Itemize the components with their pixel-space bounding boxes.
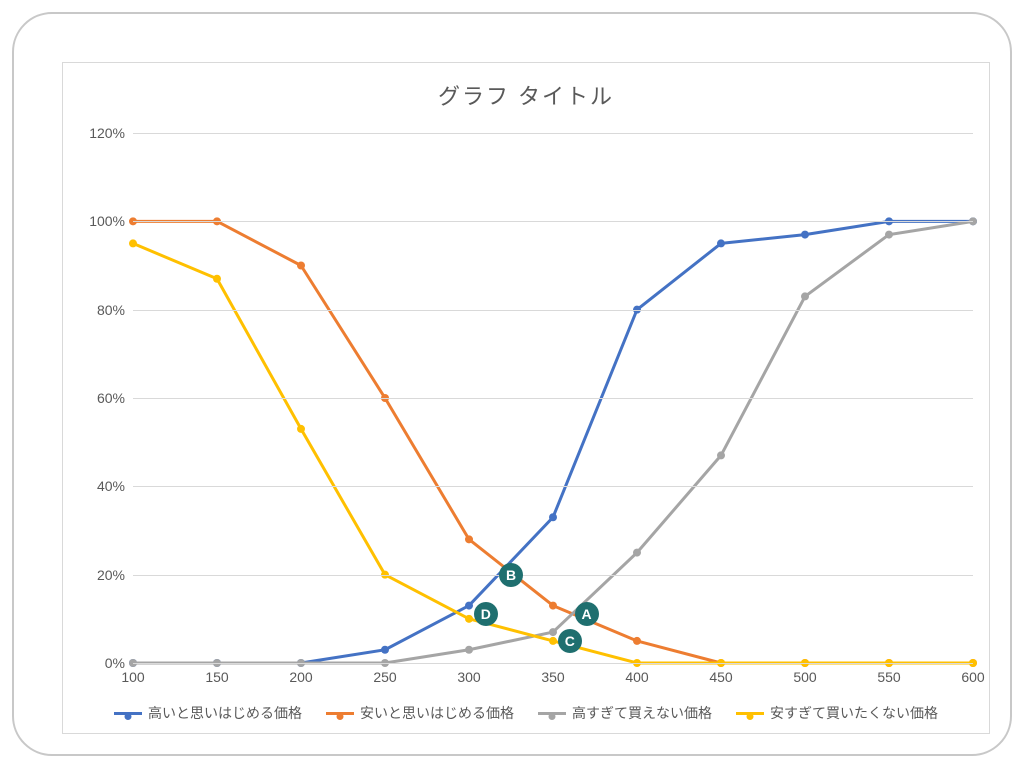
gridline — [133, 133, 973, 134]
series-marker-too_expensive — [633, 549, 641, 557]
series-marker-cheap_start — [465, 535, 473, 543]
gridline — [133, 663, 973, 664]
y-tick-label: 80% — [97, 302, 125, 318]
gridline — [133, 310, 973, 311]
x-tick-label: 150 — [205, 669, 228, 685]
y-tick-label: 120% — [89, 125, 125, 141]
annotation-A: A — [575, 602, 599, 626]
legend-swatch — [736, 712, 764, 715]
x-tick-label: 100 — [121, 669, 144, 685]
series-marker-too_expensive — [717, 451, 725, 459]
x-tick-label: 300 — [457, 669, 480, 685]
series-marker-expensive_start — [717, 239, 725, 247]
x-tick-label: 450 — [709, 669, 732, 685]
series-marker-expensive_start — [801, 231, 809, 239]
x-tick-label: 400 — [625, 669, 648, 685]
series-marker-too_expensive — [465, 646, 473, 654]
series-line-too_cheap — [133, 243, 973, 663]
series-marker-cheap_start — [549, 602, 557, 610]
annotation-C: C — [558, 629, 582, 653]
y-tick-label: 60% — [97, 390, 125, 406]
x-tick-label: 350 — [541, 669, 564, 685]
series-marker-too_cheap — [549, 637, 557, 645]
legend-item-expensive_start: 高いと思いはじめる価格 — [114, 703, 302, 723]
series-marker-expensive_start — [465, 602, 473, 610]
series-marker-too_cheap — [129, 239, 137, 247]
y-tick-label: 20% — [97, 567, 125, 583]
annotation-D: D — [474, 602, 498, 626]
legend-item-too_cheap: 安すぎて買いたくない価格 — [736, 703, 938, 723]
x-tick-label: 250 — [373, 669, 396, 685]
legend-swatch — [114, 712, 142, 715]
annotation-B: B — [499, 563, 523, 587]
series-line-cheap_start — [133, 221, 973, 663]
series-marker-cheap_start — [633, 637, 641, 645]
x-tick-label: 500 — [793, 669, 816, 685]
gridline — [133, 486, 973, 487]
series-marker-expensive_start — [381, 646, 389, 654]
y-tick-label: 40% — [97, 478, 125, 494]
legend-item-cheap_start: 安いと思いはじめる価格 — [326, 703, 514, 723]
legend-swatch — [326, 712, 354, 715]
gridline — [133, 575, 973, 576]
gridline — [133, 221, 973, 222]
series-marker-too_expensive — [885, 231, 893, 239]
series-marker-expensive_start — [549, 513, 557, 521]
series-marker-too_expensive — [801, 292, 809, 300]
x-tick-label: 550 — [877, 669, 900, 685]
legend-label: 高すぎて買えない価格 — [572, 703, 712, 723]
series-marker-too_cheap — [213, 275, 221, 283]
x-tick-label: 200 — [289, 669, 312, 685]
plot-area: 0%20%40%60%80%100%120%100150200250300350… — [133, 133, 973, 663]
chart-container: グラフ タイトル 0%20%40%60%80%100%120%100150200… — [62, 62, 990, 734]
y-tick-label: 100% — [89, 213, 125, 229]
outer-frame: グラフ タイトル 0%20%40%60%80%100%120%100150200… — [12, 12, 1012, 756]
legend-swatch — [538, 712, 566, 715]
legend-label: 安いと思いはじめる価格 — [360, 703, 514, 723]
legend: 高いと思いはじめる価格 安いと思いはじめる価格 高すぎて買えない価格 安すぎて買いたく… — [63, 703, 989, 723]
series-line-too_expensive — [133, 221, 973, 663]
series-marker-cheap_start — [297, 262, 305, 270]
series-marker-too_cheap — [465, 615, 473, 623]
series-marker-too_expensive — [549, 628, 557, 636]
series-line-expensive_start — [133, 221, 973, 663]
gridline — [133, 398, 973, 399]
legend-label: 安すぎて買いたくない価格 — [770, 703, 938, 723]
legend-item-too_expensive: 高すぎて買えない価格 — [538, 703, 712, 723]
chart-title: グラフ タイトル — [63, 79, 989, 111]
legend-label: 高いと思いはじめる価格 — [148, 703, 302, 723]
x-tick-label: 600 — [961, 669, 984, 685]
series-marker-too_cheap — [297, 425, 305, 433]
